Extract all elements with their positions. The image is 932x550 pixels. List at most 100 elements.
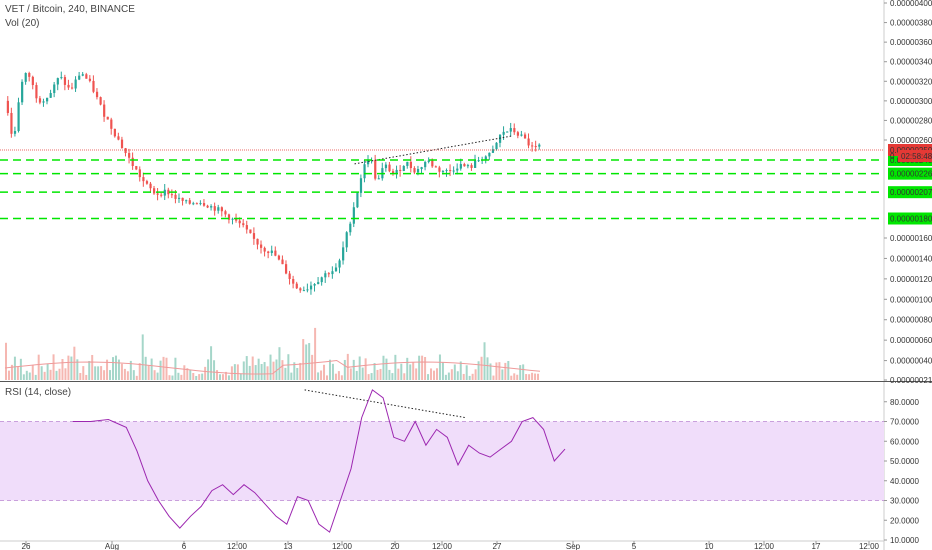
volume-bar bbox=[397, 368, 400, 380]
volume-bar bbox=[97, 366, 100, 380]
candle-body bbox=[513, 128, 516, 133]
candle-body bbox=[327, 273, 330, 275]
volume-bar bbox=[465, 365, 468, 380]
price-tick-label: 0.00000140 bbox=[890, 254, 932, 263]
price-tick-label: 0.00000040 bbox=[890, 357, 932, 366]
volume-bar bbox=[159, 360, 162, 380]
volume-bar bbox=[275, 359, 278, 380]
volume-bar bbox=[281, 360, 284, 380]
candle-body bbox=[21, 81, 24, 103]
candle-body bbox=[24, 73, 27, 82]
volume-bar bbox=[165, 357, 168, 380]
volume-bar bbox=[34, 374, 37, 380]
candle-body bbox=[242, 223, 245, 226]
level-label-box bbox=[888, 186, 932, 199]
candle-body bbox=[245, 225, 248, 230]
volume-bar bbox=[409, 364, 412, 380]
time-tick-label: 12:00 bbox=[227, 542, 248, 550]
volume-bar bbox=[438, 354, 441, 380]
candle-body bbox=[377, 178, 380, 180]
level-label-box bbox=[888, 212, 932, 225]
candle-body bbox=[38, 98, 42, 103]
volume-bar bbox=[183, 365, 186, 380]
candle-body bbox=[384, 164, 388, 169]
candle-body bbox=[238, 220, 241, 224]
volume-bar bbox=[40, 366, 43, 380]
candle-body bbox=[227, 214, 231, 220]
volume-bar bbox=[477, 361, 480, 380]
candle-body bbox=[334, 267, 338, 272]
candle-body bbox=[131, 157, 134, 167]
volume-bar bbox=[459, 361, 462, 380]
candle-body bbox=[424, 161, 427, 168]
candle-body bbox=[331, 271, 334, 275]
volume-bar bbox=[22, 374, 25, 380]
candle-body bbox=[402, 165, 405, 172]
candle-body bbox=[374, 159, 377, 179]
volume-bar bbox=[257, 358, 260, 380]
volume-bar bbox=[162, 356, 165, 380]
candle-body bbox=[338, 260, 341, 268]
time-tick-label: 12:00 bbox=[754, 542, 775, 550]
volume-bar bbox=[177, 372, 180, 380]
volume-bar bbox=[453, 364, 456, 380]
candle-body bbox=[192, 203, 195, 205]
volume-bar bbox=[435, 368, 438, 380]
level-label: 0.00000226 bbox=[890, 170, 932, 179]
volume-bar bbox=[534, 373, 537, 380]
candle-body bbox=[352, 207, 355, 224]
candle-body bbox=[342, 247, 345, 261]
volume-bar bbox=[486, 357, 489, 380]
price-tick-label: 0.00000320 bbox=[890, 77, 932, 86]
candle-body bbox=[363, 164, 366, 179]
volume-bar bbox=[195, 375, 198, 380]
volume-bar bbox=[79, 373, 82, 380]
volume-bar bbox=[174, 357, 177, 380]
candle-body bbox=[456, 168, 459, 171]
volume-bar bbox=[156, 372, 159, 380]
volume-bar bbox=[135, 375, 138, 380]
candle-body bbox=[74, 79, 77, 89]
volume-bar bbox=[100, 366, 103, 380]
candle-body bbox=[231, 218, 234, 220]
rsi-tick-label: 10.0000 bbox=[890, 536, 919, 545]
level-label-box bbox=[888, 167, 932, 180]
candle-body bbox=[149, 183, 152, 189]
volume-bar bbox=[376, 369, 379, 380]
candle-body bbox=[509, 128, 512, 132]
candle-body bbox=[167, 189, 170, 195]
volume-bar bbox=[103, 370, 106, 380]
volume-bar bbox=[337, 371, 340, 380]
candle-body bbox=[534, 146, 537, 148]
volume-bar bbox=[16, 366, 19, 380]
candle-body bbox=[391, 171, 395, 174]
time-tick-label: 27 bbox=[493, 542, 502, 550]
volume-bar bbox=[418, 355, 421, 380]
candle-body bbox=[313, 284, 316, 286]
volume-bar bbox=[507, 361, 510, 380]
volume-bar bbox=[224, 371, 227, 380]
symbol-title: VET / Bitcoin, 240, BINANCE bbox=[5, 4, 135, 15]
volume-bar bbox=[19, 358, 22, 380]
volume-bar bbox=[504, 362, 507, 380]
candle-body bbox=[256, 238, 259, 245]
candle-body bbox=[160, 194, 163, 196]
volume-bar bbox=[450, 369, 453, 380]
volume-bar bbox=[5, 342, 7, 380]
candle-body bbox=[449, 170, 452, 172]
candle-body bbox=[63, 77, 67, 85]
candle-body bbox=[224, 211, 227, 215]
volume-bar bbox=[120, 363, 123, 380]
candle-body bbox=[413, 168, 416, 173]
candle-body bbox=[274, 250, 277, 256]
volume-bar bbox=[293, 362, 296, 380]
candle-body bbox=[113, 128, 116, 137]
volume-bar bbox=[391, 373, 394, 380]
countdown-prefix-label: 0 bbox=[890, 152, 895, 161]
volume-bar bbox=[272, 361, 275, 380]
candle-body bbox=[85, 74, 88, 79]
volume-bar bbox=[296, 367, 299, 380]
volume-bar bbox=[444, 374, 447, 380]
volume-bar bbox=[326, 375, 328, 380]
